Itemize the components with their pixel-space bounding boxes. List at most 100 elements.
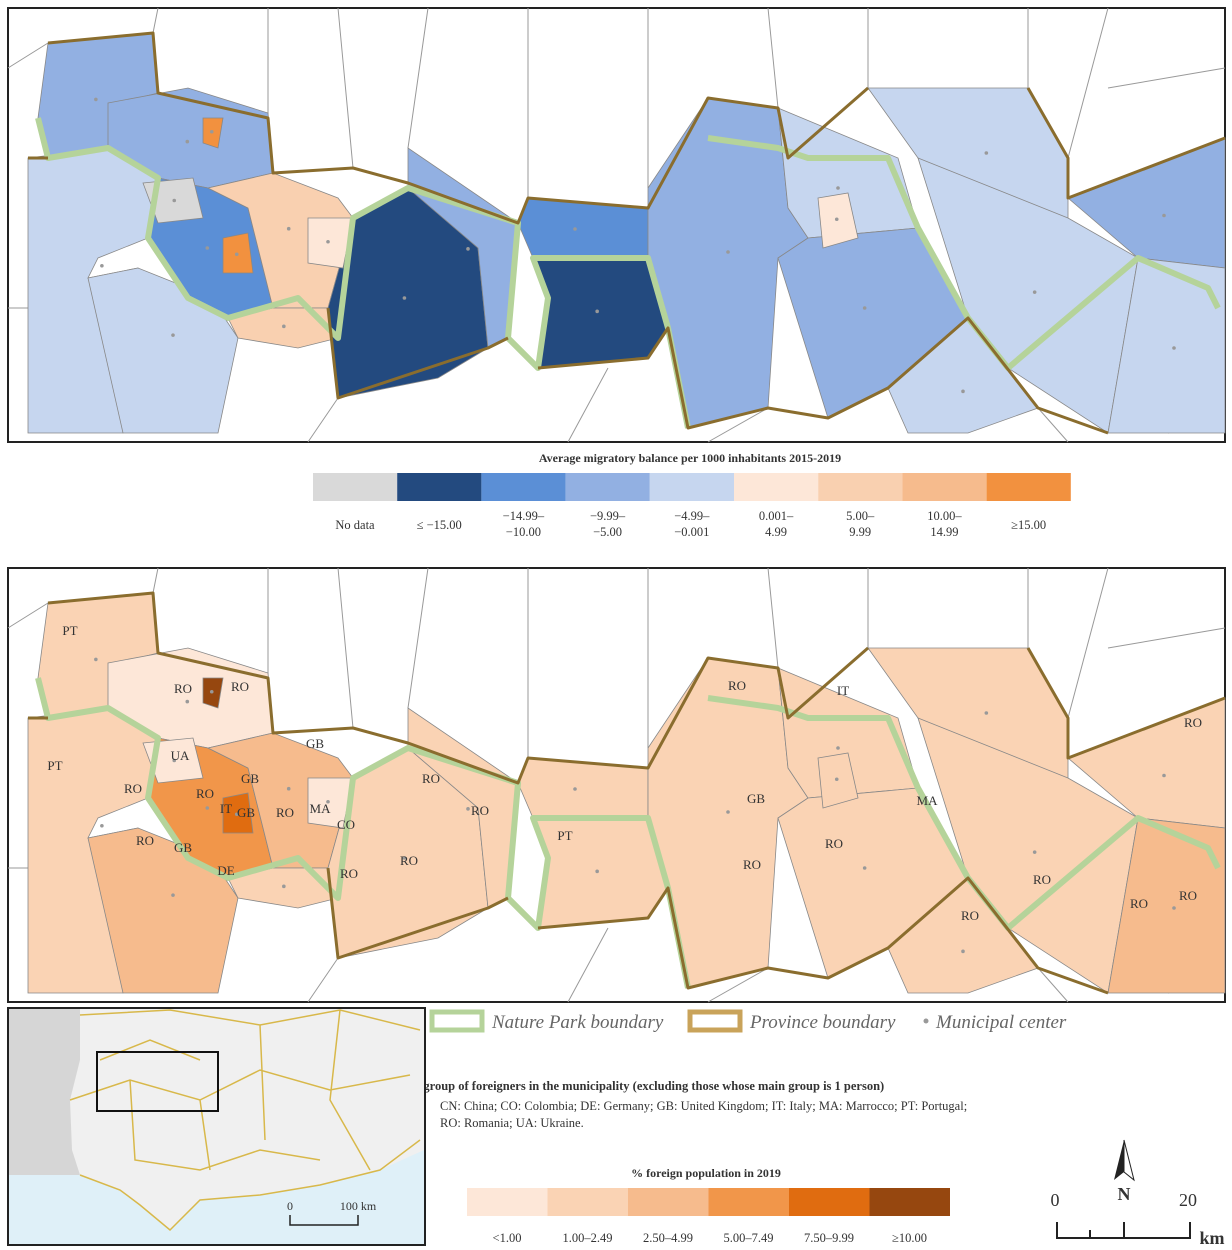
region-label: GB (241, 771, 259, 786)
legend-label: −4.99– (674, 509, 710, 523)
inset-land (9, 1009, 80, 1175)
region-label: RO (961, 908, 979, 923)
center-key-icon (923, 1018, 929, 1024)
legend-label: 9.99 (849, 525, 871, 539)
region-label: RO (231, 679, 249, 694)
municipal-center (282, 324, 286, 329)
scale-bar (1056, 1222, 1191, 1239)
municipal-center (466, 247, 470, 251)
legend-swatch (789, 1188, 870, 1216)
legend-label: 0.001– (759, 509, 794, 523)
municipal-boundaries (7, 7, 1226, 443)
key-label: Province boundary (749, 1012, 896, 1033)
municipal-center (402, 296, 407, 300)
region-label: PT (47, 758, 62, 773)
legend-label: −14.99– (503, 509, 545, 523)
municipality (307, 777, 354, 829)
municipal-center (172, 198, 177, 203)
legend-label: <1.00 (493, 1231, 522, 1245)
legend-swatch (397, 473, 482, 501)
legend-label: −5.00 (593, 525, 622, 539)
north-arrow (1123, 1139, 1135, 1182)
inset-sea (9, 1150, 424, 1244)
municipal-center (234, 252, 239, 257)
legend-label: 5.00–7.49 (724, 1231, 774, 1245)
region-label: GB (747, 791, 765, 806)
scale-label: 0 (1051, 1190, 1060, 1210)
municipality (1107, 257, 1226, 434)
legend-swatch (734, 473, 819, 501)
legend-label: 1.00–2.49 (563, 1231, 613, 1245)
municipal-center (209, 129, 214, 134)
municipal-center (726, 810, 730, 814)
municipal-center (1162, 773, 1166, 778)
municipal-center (171, 893, 175, 897)
region-label: RO (743, 857, 761, 872)
municipal-center (862, 306, 867, 310)
municipal-center (726, 250, 730, 254)
legend-label: 2.50–4.99 (643, 1231, 693, 1245)
municipal-center (209, 689, 214, 694)
municipal-center (961, 389, 965, 394)
north-label: N (1118, 1184, 1131, 1204)
municipal-center (595, 309, 599, 314)
legend-swatch (628, 1188, 709, 1216)
municipality (1107, 817, 1226, 994)
municipal-center (205, 806, 210, 810)
municipal-center (172, 758, 177, 763)
legend-label: −0.001 (674, 525, 709, 539)
migration-map (7, 7, 1226, 443)
region-label: RO (1033, 872, 1051, 887)
region-label: UA (171, 748, 190, 763)
scale-unit: km (1199, 1228, 1224, 1248)
municipal-center (286, 226, 291, 231)
province-boundary (28, 591, 1226, 995)
region-label: GB (237, 805, 255, 820)
inset-boundaries (69, 1009, 421, 1232)
legend-swatch (986, 473, 1071, 501)
municipal-center (836, 746, 840, 750)
region-label: GB (306, 736, 324, 751)
municipal-center (466, 807, 470, 811)
municipal-center (984, 711, 989, 715)
legend-label: ≥15.00 (1011, 518, 1046, 532)
legend-label: No data (335, 518, 375, 532)
region-label: RO (1130, 896, 1148, 911)
legend-label: 7.50–9.99 (804, 1231, 854, 1245)
legend-swatch (467, 1188, 548, 1216)
region-label: RO (400, 853, 418, 868)
municipal-center (862, 866, 867, 870)
municipal-center (94, 657, 98, 662)
region-label: RO (728, 678, 746, 693)
legend-label: −10.00 (506, 525, 541, 539)
municipal-center (836, 186, 840, 190)
municipal-center (961, 949, 965, 954)
legend-label: 14.99 (930, 525, 958, 539)
legend-title: Average migratory balance per 1000 inhab… (539, 451, 841, 465)
key-label: Municipal center (935, 1012, 1067, 1033)
park-key-icon (429, 1009, 485, 1033)
municipal-center (573, 227, 577, 231)
municipal-boundaries (7, 567, 1226, 1003)
legend-swatch (708, 1188, 789, 1216)
region-label: RO (124, 781, 142, 796)
legend-swatch (565, 473, 650, 501)
region-label: IT (837, 683, 849, 698)
municipal-center (834, 217, 839, 222)
region-label: RO (340, 866, 358, 881)
region-label: RO (1184, 715, 1202, 730)
inset-scale-label: 100 km (340, 1199, 377, 1213)
municipal-center (171, 333, 175, 337)
north-arrow (1114, 1140, 1124, 1180)
municipal-center (326, 239, 330, 244)
inset-scale-bar (289, 1215, 359, 1226)
municipal-center (595, 869, 599, 874)
province-key-icon (687, 1009, 743, 1033)
region-label: GB (174, 840, 192, 855)
municipal-center (1172, 346, 1176, 350)
legend-label: ≤ −15.00 (417, 518, 462, 532)
region-label: RO (422, 771, 440, 786)
legend-label: ≥10.00 (892, 1231, 927, 1245)
legend-title: % foreign population in 2019 (631, 1166, 781, 1180)
inset-extent (96, 1051, 219, 1112)
